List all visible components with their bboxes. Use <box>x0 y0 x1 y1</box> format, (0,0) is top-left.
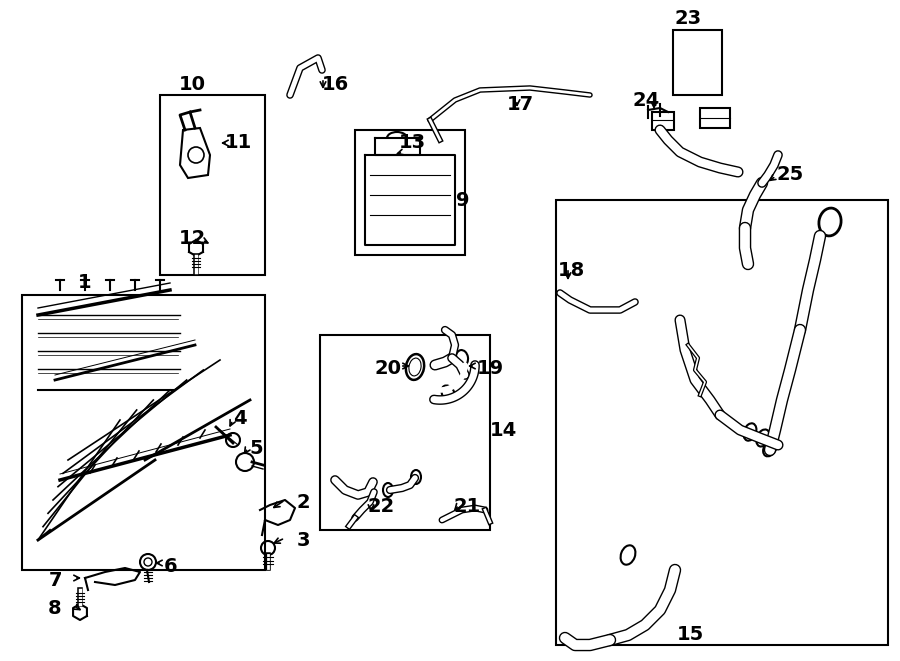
Text: 3: 3 <box>296 531 310 551</box>
Text: 15: 15 <box>677 625 704 644</box>
Text: 8: 8 <box>49 598 62 617</box>
Text: 9: 9 <box>456 190 470 210</box>
Bar <box>355 130 465 255</box>
Bar <box>556 200 888 645</box>
Bar <box>673 30 722 95</box>
Text: 7: 7 <box>49 572 62 590</box>
Text: 10: 10 <box>178 75 205 95</box>
Bar <box>160 95 265 275</box>
Text: 13: 13 <box>399 134 426 153</box>
Bar <box>700 108 730 128</box>
Text: 24: 24 <box>633 91 660 110</box>
Text: 6: 6 <box>164 557 178 576</box>
Text: 17: 17 <box>507 95 534 114</box>
Text: 21: 21 <box>454 498 481 516</box>
Text: 11: 11 <box>224 134 252 153</box>
Text: 18: 18 <box>557 260 585 280</box>
Text: 20: 20 <box>374 358 401 377</box>
Text: 4: 4 <box>233 408 247 428</box>
Text: 1: 1 <box>78 274 92 293</box>
Bar <box>320 335 490 530</box>
Text: 22: 22 <box>367 498 394 516</box>
Text: 5: 5 <box>249 438 263 457</box>
Text: 16: 16 <box>321 75 348 95</box>
Bar <box>652 112 674 130</box>
Text: 2: 2 <box>296 494 310 512</box>
Text: 19: 19 <box>476 358 504 377</box>
Text: 12: 12 <box>178 229 205 247</box>
Text: 25: 25 <box>777 165 804 184</box>
Text: 14: 14 <box>490 420 517 440</box>
Bar <box>22 295 265 570</box>
Text: 23: 23 <box>674 9 702 28</box>
